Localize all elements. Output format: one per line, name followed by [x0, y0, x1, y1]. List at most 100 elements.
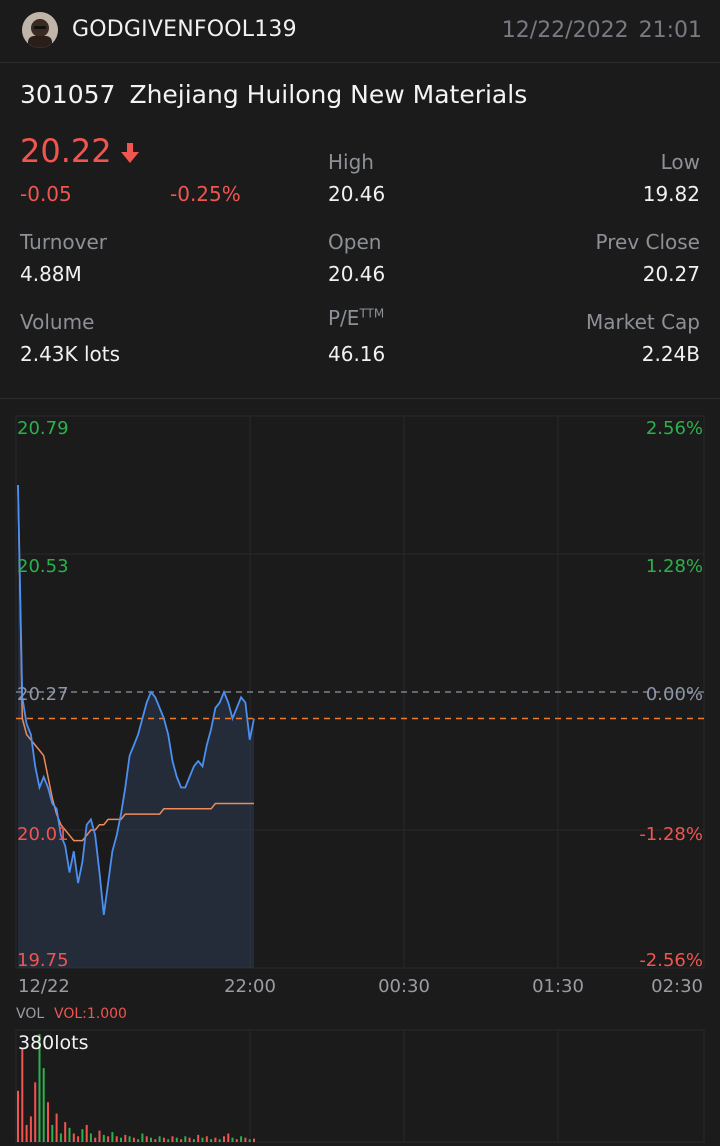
y-axis-label: 19.75 — [17, 950, 69, 971]
arrow-down-icon — [121, 143, 139, 163]
market-cap-label: Market Cap — [585, 310, 700, 334]
volume-bar — [197, 1134, 200, 1142]
volume-bar — [227, 1133, 230, 1142]
volume-bar — [107, 1136, 110, 1142]
volume-bar — [223, 1136, 225, 1142]
x-axis-label: 01:30 — [532, 976, 584, 997]
volume-bar — [141, 1133, 144, 1142]
volume-bar — [188, 1137, 191, 1142]
volume-bar — [85, 1124, 88, 1142]
volume-bar — [175, 1137, 178, 1142]
quote-panel: 301057 Zhejiang Huilong New Materials 20.… — [0, 62, 720, 399]
volume-bar — [192, 1139, 195, 1142]
x-axis-label: 00:30 — [378, 976, 430, 997]
pe-label-text: P/E — [328, 306, 360, 330]
volume-bar — [124, 1134, 127, 1142]
volume-bar — [98, 1130, 101, 1142]
volume-bar — [214, 1137, 217, 1142]
volume-label: Volume — [20, 310, 95, 334]
intraday-chart[interactable]: 20.79 20.53 20.27 20.01 19.75 2.56% 1.28% 0.00%… — [0, 400, 720, 1146]
volume-bar — [145, 1136, 148, 1142]
volume-bar — [137, 1139, 140, 1142]
high-value: 20.46 — [328, 182, 386, 206]
volume-bar — [244, 1137, 247, 1142]
volume-bar — [51, 1124, 54, 1142]
price-change-pct: -0.25% — [170, 182, 241, 206]
avatar[interactable] — [22, 12, 58, 48]
volume-bar — [158, 1136, 161, 1142]
x-axis-label: 22:00 — [224, 976, 276, 997]
stock-code: 301057 — [20, 80, 116, 109]
post-date: 12/22/2022 — [501, 18, 629, 43]
volume-bar — [68, 1127, 71, 1142]
volume-value: 2.43K lots — [20, 342, 121, 366]
x-axis-label: 12/22 — [18, 976, 70, 997]
volume-bar — [248, 1139, 251, 1142]
price-change: -0.05 — [20, 182, 72, 206]
prev-close-value: 20.27 — [642, 262, 700, 286]
volume-bar — [89, 1133, 92, 1142]
volume-bar — [115, 1136, 118, 1142]
volume-bar — [154, 1139, 157, 1142]
volume-bar — [231, 1137, 234, 1142]
y-axis-pct-label: -1.28% — [639, 824, 703, 845]
vol-value: VOL:1.000 — [54, 1006, 127, 1022]
vol-label: VOL — [16, 1006, 45, 1022]
open-label: Open — [328, 230, 382, 254]
volume-bar — [240, 1136, 243, 1142]
volume-bar — [180, 1139, 183, 1142]
post-datetime: 12/22/2022 21:01 — [502, 18, 702, 43]
volume-bar — [120, 1137, 122, 1142]
stock-name: Zhejiang Huilong New Materials — [129, 80, 528, 109]
volume-bar — [17, 1090, 19, 1142]
username[interactable]: GODGIVENFOOL139 — [72, 17, 297, 42]
volume-bar — [72, 1133, 75, 1142]
volume-bar — [102, 1134, 105, 1142]
x-axis-label: 02:30 — [651, 976, 703, 997]
volume-bar — [29, 1116, 32, 1142]
volume-bar — [201, 1137, 204, 1142]
low-value: 19.82 — [642, 182, 700, 206]
volume-bar — [38, 1034, 41, 1142]
turnover-label: Turnover — [20, 230, 108, 254]
volume-bar — [55, 1113, 58, 1142]
volume-bar — [81, 1129, 84, 1142]
volume-bar — [21, 1048, 24, 1142]
volume-bar — [210, 1139, 213, 1142]
volume-bar — [111, 1132, 114, 1142]
volume-grid-frame — [15, 1029, 705, 1143]
volume-bar — [34, 1082, 37, 1142]
volume-bar — [25, 1124, 28, 1142]
y-axis-pct-label: 2.56% — [646, 418, 703, 439]
pe-value: 46.16 — [328, 342, 386, 366]
last-price: 20.22 — [20, 132, 112, 170]
high-label: High — [328, 150, 374, 174]
volume-bar — [205, 1136, 208, 1142]
y-axis-label: 20.27 — [17, 684, 69, 705]
volume-bar — [64, 1122, 67, 1142]
volume-bar — [253, 1138, 255, 1142]
pe-label-sup: TTM — [359, 306, 385, 321]
volume-bar — [94, 1137, 97, 1142]
volume-bar — [59, 1133, 62, 1142]
y-axis-pct-label: 1.28% — [646, 556, 703, 577]
volume-bar — [162, 1137, 165, 1142]
prev-close-label: Prev Close — [595, 230, 700, 254]
volume-bar — [42, 1068, 45, 1142]
y-axis-label: 20.01 — [17, 824, 69, 845]
y-axis-label: 20.53 — [17, 556, 69, 577]
volume-bar — [167, 1139, 170, 1142]
y-axis-pct-label: 0.00% — [646, 684, 703, 705]
stock-title[interactable]: 301057 Zhejiang Huilong New Materials — [20, 80, 527, 109]
volume-bar — [184, 1136, 187, 1142]
volume-bar — [128, 1136, 131, 1142]
chart-canvas[interactable]: 20.79 20.53 20.27 20.01 19.75 2.56% 1.28% 0.00%… — [0, 400, 720, 1146]
post-time: 21:01 — [638, 18, 702, 43]
volume-bar — [77, 1136, 80, 1142]
market-cap-value: 2.24B — [641, 342, 700, 366]
volume-bar — [47, 1102, 49, 1142]
price-line — [17, 484, 255, 916]
vol-max-label: 380lots — [18, 1032, 89, 1054]
volume-bar — [171, 1136, 174, 1142]
volume-bar — [235, 1139, 238, 1142]
